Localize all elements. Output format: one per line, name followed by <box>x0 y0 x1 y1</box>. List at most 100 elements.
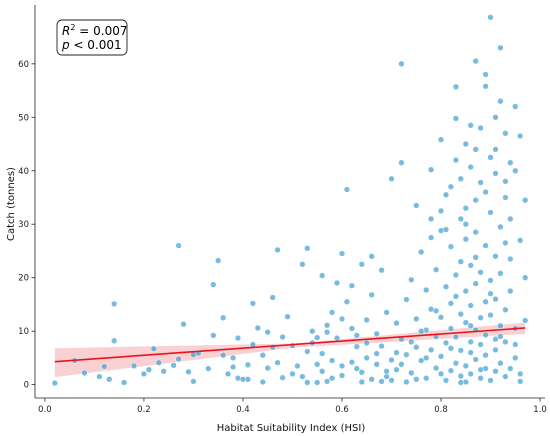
scatter-point <box>467 302 474 309</box>
scatter-point <box>373 350 380 357</box>
scatter-point <box>81 369 88 377</box>
scatter-point <box>482 331 489 339</box>
scatter-point <box>170 362 177 369</box>
scatter-point <box>398 159 405 166</box>
scatter-point <box>333 279 341 287</box>
scatter-point <box>477 269 484 276</box>
scatter-point <box>487 14 494 21</box>
scatter-point <box>353 365 360 372</box>
scatter-point <box>427 166 435 173</box>
scatter-point <box>378 342 385 350</box>
scatter-point <box>512 341 519 348</box>
scatter-point <box>492 146 499 153</box>
scatter-point <box>477 366 484 373</box>
scatter-point <box>403 378 410 386</box>
scatter-point <box>477 124 484 132</box>
scatter-point <box>437 370 445 378</box>
scatter-point <box>502 373 509 380</box>
scatter-point <box>452 271 460 279</box>
scatter-point <box>190 378 197 385</box>
r-squared-text: R2 = 0.007 <box>62 23 127 38</box>
scatter-point <box>289 370 296 378</box>
scatter-point <box>487 290 494 297</box>
scatter-point <box>492 114 499 121</box>
scatter-point <box>111 300 118 308</box>
scatter-point <box>269 294 276 301</box>
scatter-point <box>507 255 514 263</box>
scatter-point <box>398 60 405 67</box>
scatter-point <box>517 237 524 244</box>
scatter-point <box>447 367 455 374</box>
scatter-point <box>423 375 430 382</box>
scatter-point <box>467 338 474 346</box>
scatter-point <box>437 353 445 360</box>
scatter-point <box>383 309 390 316</box>
x-ticks: 0.0 0.2 0.4 0.6 0.8 1.0 <box>38 398 547 415</box>
scatter-point <box>457 310 464 318</box>
scatter-point <box>368 376 375 383</box>
scatter-point <box>442 191 450 198</box>
scatter-point <box>220 314 227 321</box>
scatter-point <box>393 349 400 356</box>
scatter-point <box>507 365 514 372</box>
y-tick-label: 50 <box>18 113 29 123</box>
scatter-point <box>284 313 291 320</box>
y-tick-label: 30 <box>18 220 29 230</box>
scatter-point <box>432 266 440 273</box>
scatter-point <box>467 262 474 269</box>
scatter-point <box>432 307 440 314</box>
scatter-point <box>413 344 420 351</box>
scatter-point <box>239 376 247 383</box>
p-symbol: p <box>61 38 70 52</box>
scatter-point <box>403 351 410 358</box>
scatter-point <box>497 333 504 340</box>
scatter-point <box>358 378 365 386</box>
scatter-point <box>279 374 286 381</box>
scatter-point <box>210 332 217 339</box>
scatter-point <box>472 197 479 204</box>
scatter-point <box>215 257 222 264</box>
scatter-point <box>304 379 311 386</box>
scatter-point <box>487 377 494 384</box>
scatter-point <box>408 276 415 283</box>
scatter-point <box>111 337 118 344</box>
scatter-point <box>175 355 182 363</box>
scatter-point <box>507 287 514 295</box>
scatter-point <box>274 246 281 254</box>
y-tick-label: 20 <box>18 274 29 284</box>
scatter-point <box>328 309 336 316</box>
x-tick-label: 0.8 <box>434 405 448 415</box>
scatter-point <box>408 369 415 377</box>
scatter-point <box>472 57 479 65</box>
y-tick-label: 0 <box>24 381 29 391</box>
y-axis-label: Catch (tonnes) <box>6 167 17 241</box>
scatter-point <box>487 154 494 161</box>
scatter-point <box>482 352 489 359</box>
stats-annotation: R2 = 0.007 p < 0.001 <box>56 19 127 56</box>
x-tick-label: 0.2 <box>137 405 151 415</box>
y-tick-label: 10 <box>18 327 29 337</box>
scatter-point <box>373 330 380 337</box>
scatter-point <box>452 293 460 300</box>
r-squared-superscript: 2 <box>70 23 75 32</box>
scatter-point <box>264 329 271 336</box>
scatter-point <box>517 378 524 385</box>
scatter-point <box>497 223 504 231</box>
scatter-point <box>492 368 499 375</box>
scatter-point <box>358 261 365 268</box>
scatter-point <box>413 376 420 383</box>
scatter-point <box>343 298 351 305</box>
scatter-point <box>502 178 509 185</box>
scatter-point <box>338 372 346 379</box>
scatter-point <box>338 250 346 257</box>
scatter-point <box>418 248 425 256</box>
scatter-point <box>457 175 464 182</box>
scatter-point <box>467 370 474 378</box>
scatter-point <box>492 346 499 354</box>
scatter-point <box>259 378 266 386</box>
scatter-point <box>348 359 356 366</box>
scatter-point <box>502 306 509 313</box>
scatter-point <box>319 350 326 357</box>
scatter-point <box>319 368 326 375</box>
scatter-point <box>447 345 455 352</box>
